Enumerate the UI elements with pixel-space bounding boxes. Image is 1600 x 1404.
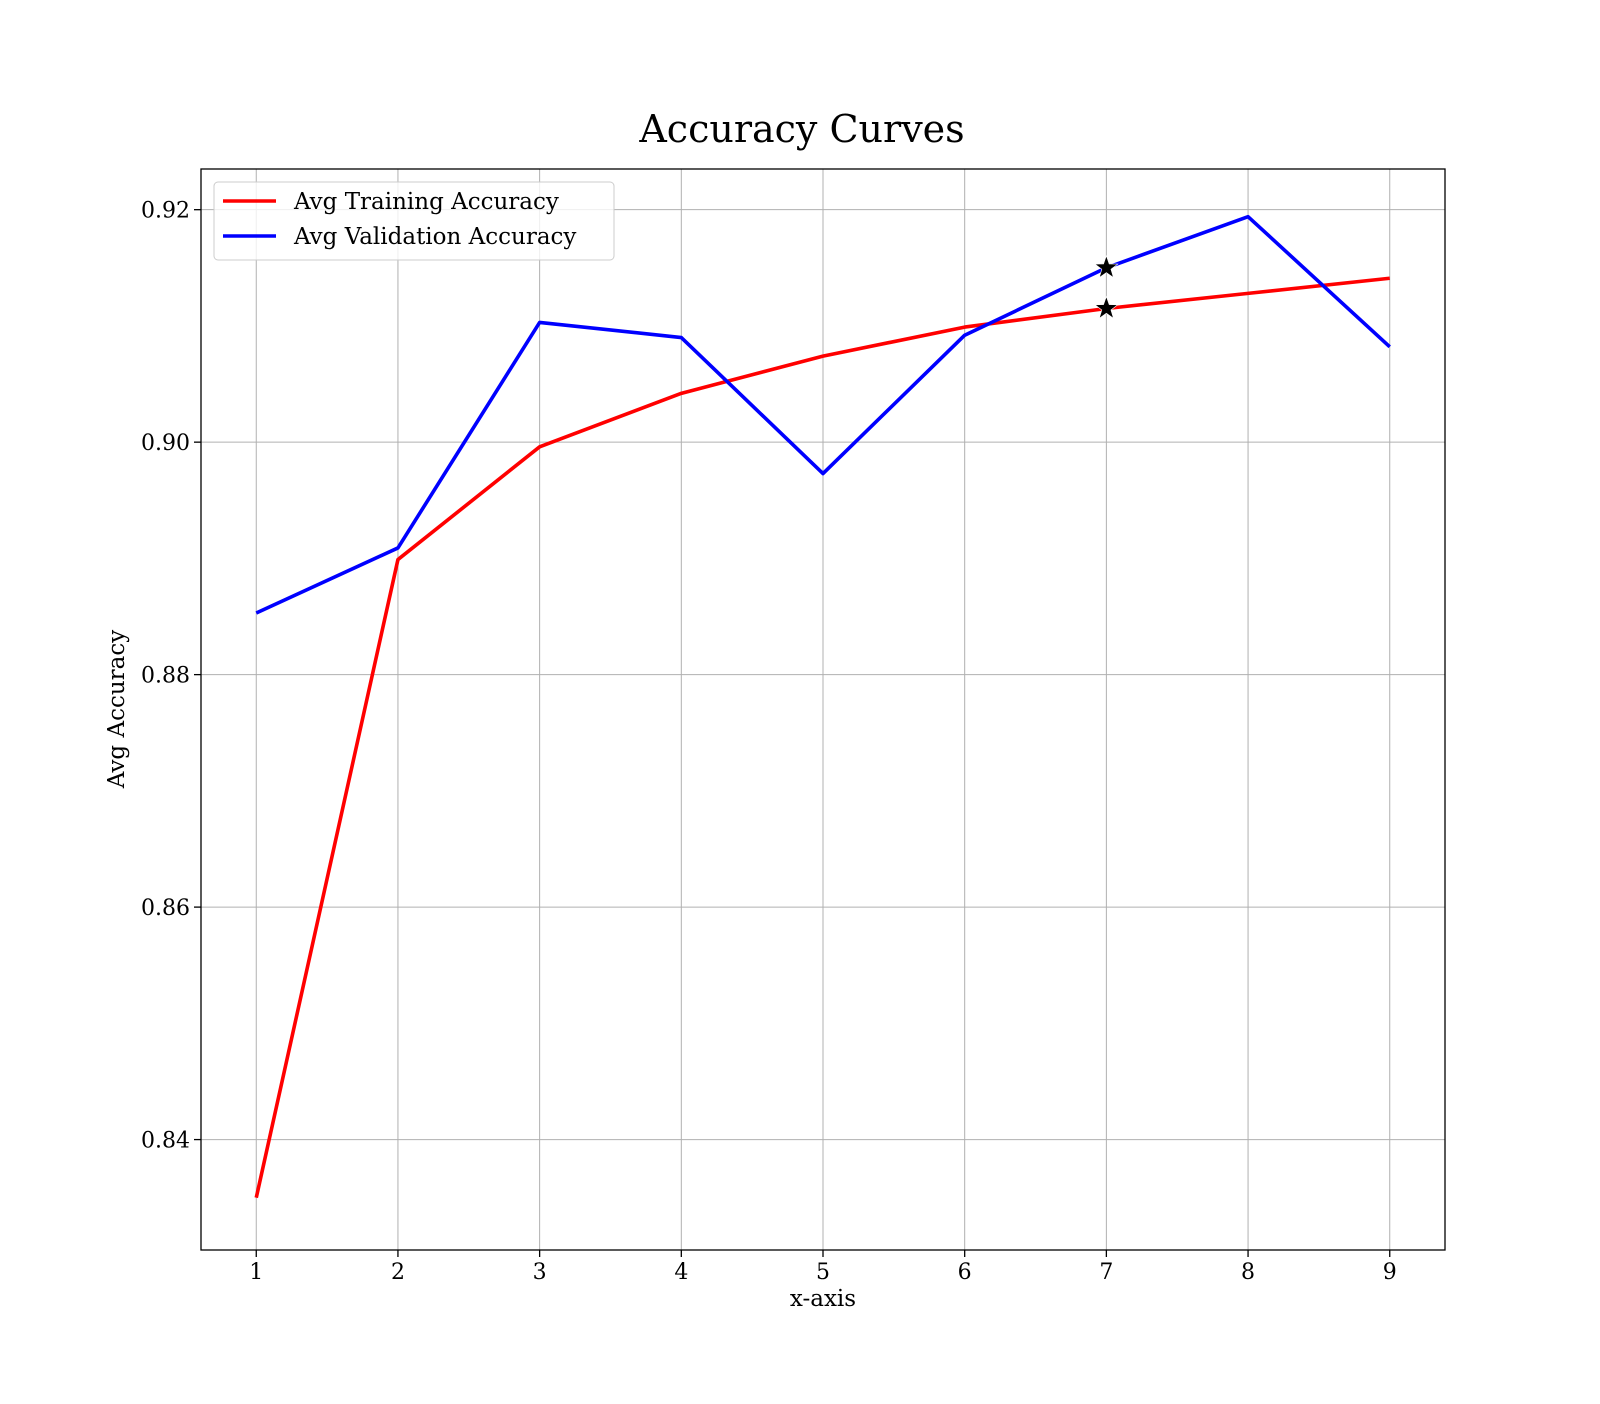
x-tick-label: 7 (1099, 1260, 1113, 1285)
series-lines (254, 214, 1391, 1199)
y-axis-label: Avg Accuracy (104, 630, 130, 789)
y-tick-label: 0.90 (141, 431, 190, 456)
series-line-avg-validation-accuracy (255, 214, 1391, 615)
grid (201, 169, 1445, 1250)
star-marker-avg-validation-accuracy (1094, 254, 1119, 279)
x-tick-label: 1 (249, 1260, 263, 1285)
x-axis-label: x-axis (790, 1286, 856, 1312)
axis-ticks: 1 2 3 4 5 6 7 8 9 0.84 0.86 0.88 0.90 0.92 (141, 199, 1397, 1285)
x-tick-label: 5 (816, 1260, 830, 1285)
best-markers (1094, 254, 1119, 319)
star-marker-avg-training-accuracy (1094, 295, 1119, 319)
y-tick-label: 0.86 (141, 896, 190, 921)
x-tick-label: 8 (1241, 1260, 1255, 1285)
x-tick-label: 2 (391, 1260, 405, 1285)
legend-label-avg-training-accuracy: Avg Training Accuracy (293, 189, 559, 215)
x-tick-label: 4 (674, 1260, 688, 1285)
x-tick-label: 6 (958, 1260, 972, 1285)
legend: Avg Training Accuracy Avg Validation Accu… (213, 181, 615, 261)
y-tick-label: 0.88 (141, 664, 190, 689)
chart-title: Accuracy Curves (638, 107, 964, 151)
x-tick-label: 9 (1383, 1260, 1397, 1285)
y-tick-label: 0.84 (141, 1129, 190, 1154)
y-tick-label: 0.92 (141, 199, 190, 224)
series-line-avg-training-accuracy (254, 276, 1390, 1199)
legend-box (213, 181, 615, 261)
legend-label-avg-validation-accuracy: Avg Validation Accuracy (293, 224, 576, 250)
x-tick-label: 3 (533, 1260, 547, 1285)
